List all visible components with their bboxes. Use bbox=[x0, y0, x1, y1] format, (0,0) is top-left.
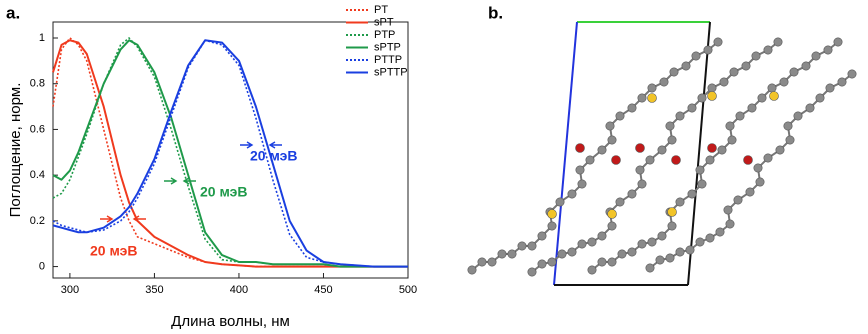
legend-label: PTP bbox=[374, 29, 395, 41]
y-tick-label: 0.8 bbox=[30, 78, 45, 90]
chart: 300 350 400 450 500 0 0.2 0.4 0.6 0.8 1 Длина волны… bbox=[7, 4, 417, 330]
panel-label: a. bbox=[6, 3, 20, 22]
annotation: 20 мэВ bbox=[250, 148, 297, 164]
y-axis-label: Поглощение, норм. bbox=[7, 83, 24, 218]
y-tick-label: 0.2 bbox=[30, 215, 45, 227]
y-tick-label: 1 bbox=[39, 32, 45, 44]
series-line bbox=[53, 40, 408, 266]
x-tick-label: 400 bbox=[230, 284, 248, 296]
annotation: 20 мэВ bbox=[90, 243, 137, 259]
annotation: 20 мэВ bbox=[200, 184, 247, 200]
figure: a. b. 300 350 400 450 500 0 0.2 0.4 0.6 0.8 1 Длина… bbox=[0, 0, 868, 334]
legend-label: PTTP bbox=[374, 54, 402, 66]
y-tick-label: 0.4 bbox=[30, 169, 45, 181]
legend-label: sPTTP bbox=[374, 66, 408, 78]
legend-label: sPTP bbox=[374, 41, 401, 53]
series-line bbox=[53, 40, 408, 266]
series-line bbox=[53, 40, 408, 266]
x-tick-label: 450 bbox=[314, 284, 332, 296]
y-tick-label: 0.6 bbox=[30, 123, 45, 135]
legend-label: PT bbox=[374, 4, 388, 16]
x-tick-label: 300 bbox=[61, 284, 79, 296]
y-tick-label: 0 bbox=[39, 260, 45, 272]
x-axis-label: Длина волны, нм bbox=[171, 313, 290, 330]
crystal-structure bbox=[472, 22, 852, 285]
legend-label: sPT bbox=[374, 16, 394, 28]
series-line bbox=[53, 40, 408, 266]
x-tick-label: 500 bbox=[399, 284, 417, 296]
x-tick-label: 350 bbox=[145, 284, 163, 296]
panel-label: b. bbox=[488, 3, 503, 22]
